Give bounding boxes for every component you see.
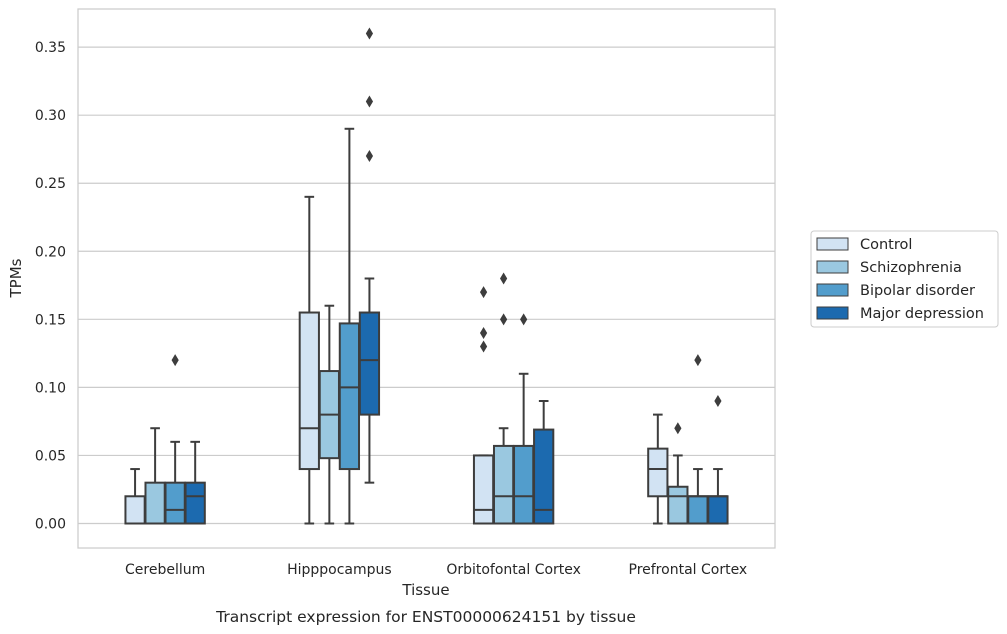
x-tick-label: Hipppocampus [287, 562, 392, 578]
box-control [298, 195, 320, 525]
gridlines [78, 46, 775, 525]
legend-label: Control [860, 237, 912, 253]
box-control [647, 413, 669, 525]
y-tick-labels: 0.00 0.05 0.10 0.15 0.20 0.25 0.30 0.35 [35, 40, 66, 532]
box [533, 428, 555, 525]
box [184, 481, 206, 525]
x-axis-label: Tissue [401, 581, 449, 599]
x-tick-label: Prefrontal Cortex [629, 562, 748, 578]
outlier-point [365, 95, 374, 108]
y-tick-label: 0.00 [35, 517, 66, 533]
legend-label: Schizophrenia [860, 260, 962, 276]
box-bipolar-disorder [164, 354, 186, 525]
legend-swatch [816, 306, 849, 320]
legend-label: Major depression [860, 306, 984, 322]
box [124, 495, 146, 525]
y-tick-label: 0.25 [35, 176, 66, 192]
box-schizophrenia [667, 422, 689, 525]
box [164, 481, 186, 525]
box-control [124, 468, 146, 525]
y-tick-label: 0.35 [35, 40, 66, 56]
box-bipolar-disorder [513, 313, 535, 525]
y-tick-label: 0.05 [35, 448, 66, 464]
box-bipolar-disorder [338, 127, 361, 525]
legend-frame [810, 230, 999, 328]
outlier-point [365, 150, 374, 162]
box [647, 447, 669, 498]
outlier-point [365, 27, 374, 40]
box [513, 444, 535, 525]
box-major-depression [358, 27, 381, 484]
legend-swatch [816, 260, 849, 274]
box [358, 311, 381, 416]
outlier-point [171, 354, 179, 367]
plot-area [78, 9, 775, 548]
y-tick-label: 0.20 [35, 244, 66, 260]
outlier-point [479, 286, 488, 299]
box [492, 444, 515, 525]
box-control [472, 286, 495, 525]
box [707, 495, 729, 525]
x-tick-labels: Cerebellum Hipppocampus Orbitofontal Corte… [125, 562, 747, 578]
y-axis-label: TPMs [7, 258, 25, 298]
box [667, 485, 689, 525]
box [144, 481, 166, 525]
box [338, 322, 361, 471]
y-tick-label: 0.10 [35, 380, 66, 396]
x-tick-label: Orbitofontal Cortex [446, 562, 581, 578]
outlier-point [500, 313, 508, 326]
legend-label: Bipolar disorder [860, 283, 975, 299]
box [472, 454, 495, 525]
x-tick-label: Cerebellum [125, 562, 205, 578]
box-schizophrenia [318, 304, 340, 525]
outlier-point [714, 395, 722, 407]
y-tick-label: 0.15 [35, 312, 66, 328]
outlier-point [520, 313, 528, 326]
outlier-point [479, 340, 488, 353]
box-plots [124, 27, 729, 525]
outlier-point [500, 272, 508, 285]
box [298, 311, 320, 471]
plot-frame [77, 8, 776, 549]
box [687, 495, 709, 525]
box-major-depression [184, 440, 206, 525]
outlier-point [674, 422, 682, 435]
legend: Control Schizophrenia Bipolar disorder Majo… [810, 230, 999, 328]
outlier-point [479, 326, 488, 339]
legend-swatch [816, 283, 849, 297]
chart-caption: Transcript expression for ENST0000062415… [215, 608, 636, 626]
legend-swatch [816, 237, 849, 251]
y-tick-label: 0.30 [35, 108, 66, 124]
box-major-depression [533, 400, 555, 525]
outlier-point [694, 354, 702, 367]
box-major-depression [707, 395, 729, 525]
